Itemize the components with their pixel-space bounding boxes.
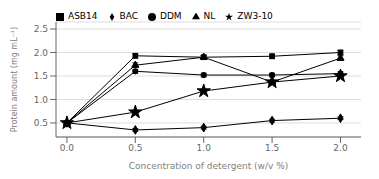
svg-text:Protein amount (mg mL⁻¹): Protein amount (mg mL⁻¹): [10, 27, 19, 132]
svg-text:2.0: 2.0: [333, 143, 348, 153]
html-text:ASB14: ASB14: [68, 11, 98, 21]
html-text:BAC: BAC: [119, 11, 138, 21]
svg-text:1.0: 1.0: [197, 143, 212, 153]
html-text:DDM: DDM: [160, 11, 182, 21]
html-text:NL: NL: [203, 11, 216, 21]
html-text:ZW3-10: ZW3-10: [237, 11, 273, 21]
svg-text:0.5: 0.5: [34, 118, 48, 128]
svg-text:2.0: 2.0: [34, 48, 49, 58]
svg-text:2.5: 2.5: [34, 24, 48, 34]
svg-text:1.5: 1.5: [34, 71, 48, 81]
svg-text:0.5: 0.5: [128, 143, 142, 153]
svg-text:1.0: 1.0: [34, 95, 49, 105]
svg-text:Concentration of detergent (w/: Concentration of detergent (w/v %): [129, 161, 288, 171]
svg-text:0.0: 0.0: [60, 143, 75, 153]
svg-text:1.5: 1.5: [265, 143, 279, 153]
